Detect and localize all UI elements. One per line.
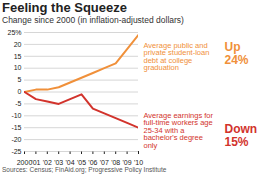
- svg-text:Down15%: Down15%: [225, 122, 258, 149]
- svg-text:'09: '09: [123, 159, 132, 166]
- svg-text:-15: -15: [11, 124, 21, 131]
- svg-text:5: 5: [18, 76, 22, 83]
- svg-text:'04: '04: [66, 159, 75, 166]
- svg-text:15: 15: [14, 53, 22, 60]
- svg-text:10: 10: [14, 64, 22, 71]
- svg-text:2000: 2000: [17, 159, 33, 166]
- svg-text:'05: '05: [77, 159, 86, 166]
- svg-text:25%: 25%: [7, 29, 21, 36]
- svg-text:-10: -10: [11, 112, 21, 119]
- html-text:Sources: Census; FinAid.org; P: Sources: Census; FinAid.org; Progressive…: [2, 166, 167, 173]
- svg-text:'08: '08: [111, 159, 120, 166]
- html-text:Change since 2000 (in inflatio: Change since 2000 (in inflation-adjusted…: [2, 15, 184, 25]
- svg-text:'10: '10: [134, 159, 143, 166]
- svg-text:-25: -25: [11, 148, 21, 155]
- svg-text:'07: '07: [100, 159, 109, 166]
- html-text:Feeling the Squeeze: Feeling the Squeeze: [2, 0, 127, 15]
- svg-text:-5: -5: [15, 100, 21, 107]
- svg-text:Average earnings forfull-time: Average earnings forfull-time workers ag…: [144, 111, 214, 150]
- svg-text:'01: '01: [31, 159, 40, 166]
- svg-text:0: 0: [18, 88, 22, 95]
- svg-text:Up24%: Up24%: [225, 40, 249, 67]
- svg-text:20: 20: [14, 41, 22, 48]
- svg-text:'03: '03: [54, 159, 63, 166]
- svg-text:'06: '06: [88, 159, 97, 166]
- svg-text:Average public andprivate stud: Average public andprivate student-loande…: [144, 41, 210, 72]
- svg-text:'02: '02: [43, 159, 52, 166]
- svg-text:-20: -20: [11, 136, 21, 143]
